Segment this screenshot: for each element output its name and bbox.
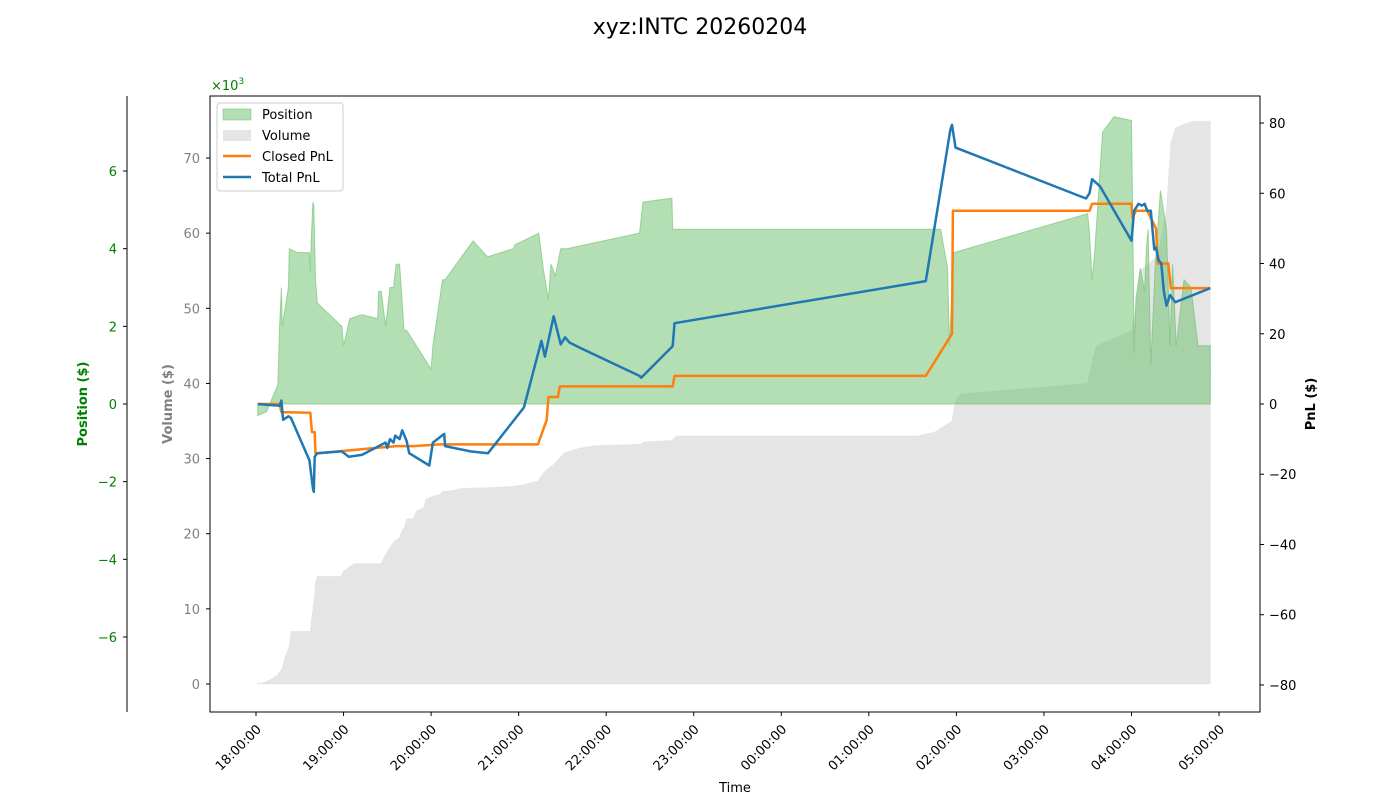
svg-text:−4: −4 (98, 553, 117, 568)
svg-text:02:00:00: 02:00:00 (913, 722, 965, 774)
volume-axis-label: Volume ($) (161, 364, 176, 444)
svg-text:−2: −2 (98, 476, 117, 491)
svg-text:70: 70 (183, 152, 200, 167)
svg-text:40: 40 (183, 377, 200, 392)
position-axis-label: Position ($) (76, 362, 91, 447)
svg-text:−20: −20 (1269, 468, 1296, 483)
svg-text:20: 20 (1269, 328, 1286, 343)
svg-text:−80: −80 (1269, 679, 1296, 694)
svg-text:21:00:00: 21:00:00 (476, 722, 528, 774)
svg-text:0: 0 (1269, 398, 1277, 413)
svg-text:−6: −6 (98, 631, 117, 646)
svg-text:00:00:00: 00:00:00 (738, 722, 790, 774)
svg-text:4: 4 (109, 243, 117, 258)
chart-title: xyz:INTC 20260204 (593, 15, 807, 40)
svg-text:03:00:00: 03:00:00 (1001, 722, 1053, 774)
svg-text:−40: −40 (1269, 538, 1296, 553)
legend: Position Volume Closed PnL Total PnL (216, 102, 344, 192)
svg-text:30: 30 (183, 453, 200, 468)
legend-position-swatch (222, 108, 252, 121)
svg-text:01:00:00: 01:00:00 (826, 722, 878, 774)
svg-text:0: 0 (109, 398, 117, 413)
svg-text:19:00:00: 19:00:00 (300, 722, 352, 774)
svg-text:50: 50 (183, 302, 200, 317)
position-multiplier: ×103 (211, 77, 244, 94)
legend-closed-pnl-label: Closed PnL (262, 150, 334, 165)
svg-text:05:00:00: 05:00:00 (1176, 722, 1228, 774)
svg-text:60: 60 (1269, 187, 1286, 202)
legend-volume-label: Volume (262, 129, 310, 144)
x-axis-label: Time (718, 781, 751, 796)
time-axis: 18:00:00 19:00:00 20:00:00 21:00:00 22:00:00… (213, 712, 1228, 774)
legend-position-label: Position (262, 108, 313, 123)
position-area (257, 116, 1211, 417)
total-pnl-line (257, 123, 1211, 494)
svg-text:20:00:00: 20:00:00 (388, 722, 440, 774)
svg-text:6: 6 (109, 165, 117, 180)
pnl-axis: −80 −60 −40 −20 0 20 40 60 80 (1260, 117, 1296, 694)
svg-text:10: 10 (183, 603, 200, 618)
svg-text:0: 0 (192, 678, 200, 693)
pnl-axis-label: PnL ($) (1304, 378, 1319, 431)
svg-text:2: 2 (109, 320, 117, 335)
svg-text:20: 20 (183, 528, 200, 543)
svg-text:23:00:00: 23:00:00 (651, 722, 703, 774)
svg-text:18:00:00: 18:00:00 (213, 722, 265, 774)
svg-text:22:00:00: 22:00:00 (563, 722, 615, 774)
position-axis: −6 −4 −2 0 2 4 6 (98, 96, 128, 712)
legend-total-pnl-label: Total PnL (261, 171, 320, 186)
legend-box (216, 102, 344, 192)
svg-text:−60: −60 (1269, 609, 1296, 624)
legend-volume-swatch (223, 130, 251, 141)
svg-text:60: 60 (183, 227, 200, 242)
svg-text:40: 40 (1269, 258, 1286, 273)
volume-axis: 0 10 20 30 40 50 60 70 (183, 152, 210, 693)
plot-area (257, 116, 1211, 685)
svg-text:80: 80 (1269, 117, 1286, 132)
svg-text:04:00:00: 04:00:00 (1088, 722, 1140, 774)
